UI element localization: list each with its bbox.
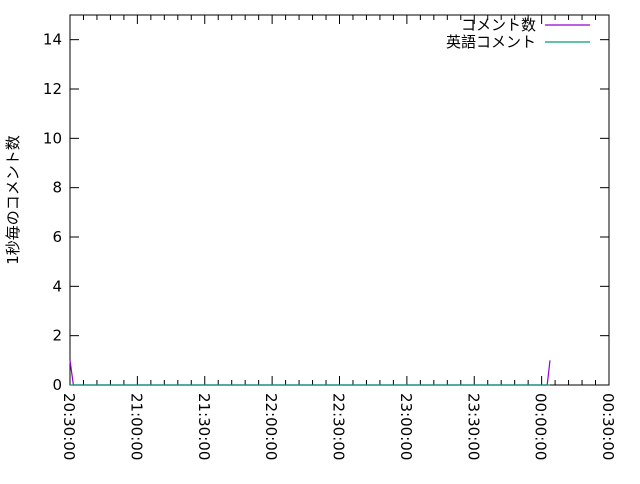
x-tick-label: 00:00:00 (532, 393, 550, 460)
x-tick-label: 23:30:00 (464, 393, 482, 460)
x-tick-label: 22:30:00 (330, 393, 348, 460)
y-tick-label: 8 (52, 179, 62, 197)
x-tick-label: 21:30:00 (195, 393, 213, 460)
y-tick-label: 14 (43, 31, 62, 49)
y-tick-label: 6 (52, 228, 62, 246)
y-tick-label: 2 (52, 327, 62, 345)
y-tick-label: 4 (52, 277, 62, 295)
plot-border (69, 14, 610, 386)
series-layer (69, 360, 551, 386)
y-tick-label: 12 (43, 80, 62, 98)
x-tick-label: 21:00:00 (127, 393, 145, 460)
y-tick-label: 0 (52, 376, 62, 394)
axes: 0 2 4 6 8 10 12 14 20:30:00 21:00:00 21:30:00 22:00… (43, 14, 617, 460)
series-line (69, 360, 551, 386)
y-tick-label: 10 (43, 129, 62, 147)
x-tick-label: 22:00:00 (262, 393, 280, 460)
x-tick-label: 23:00:00 (397, 393, 415, 460)
x-tick-label: 00:30:00 (599, 393, 617, 460)
legend-label: コメント数 (461, 16, 536, 34)
x-tick-label: 20:30:00 (60, 393, 78, 460)
legend-label: 英語コメント (446, 33, 536, 51)
y-axis-label: 1秒毎のコメント数 (4, 135, 22, 265)
